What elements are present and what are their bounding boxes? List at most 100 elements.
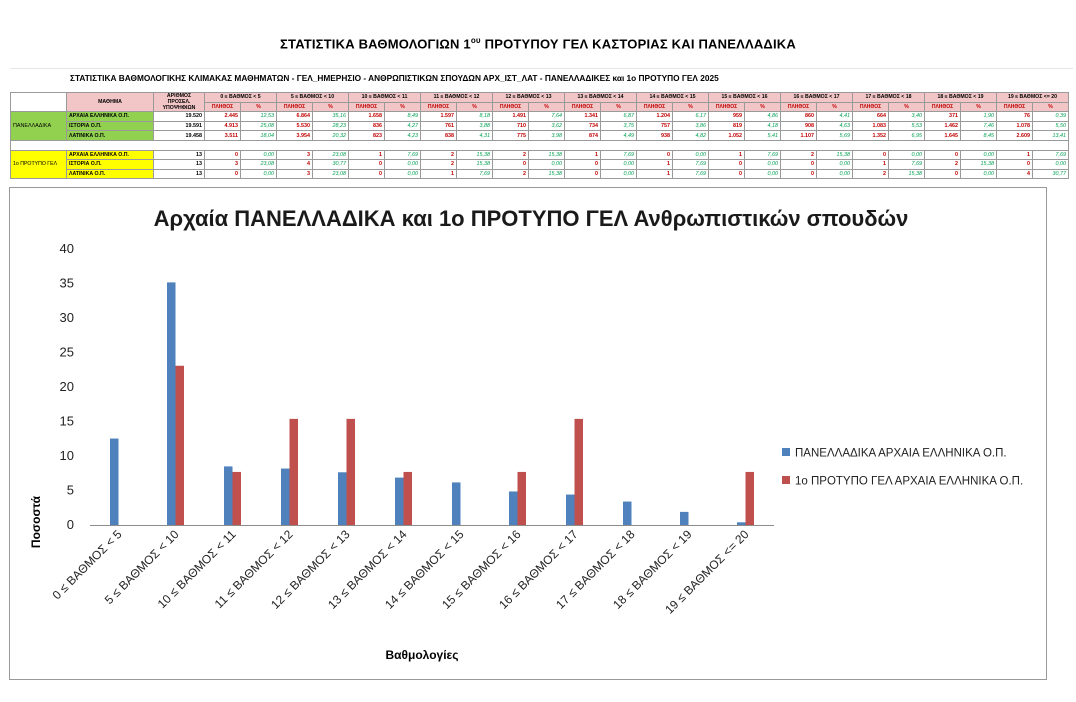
count-cell: 757: [636, 120, 673, 132]
count-cell: 3.954: [276, 130, 313, 141]
percent-cell: 4,41: [816, 111, 853, 122]
count-cell: 0: [996, 159, 1033, 170]
percent-cell: 20,32: [312, 130, 349, 141]
spacer-row: [10, 139, 1069, 151]
header-count: ΠΛΗΘΟΣ: [636, 101, 673, 113]
page-title: ΣΤΑΤΙΣΤΙΚΑ ΒΑΘΜΟΛΟΓΙΩΝ 1ου ΠΡΟΤΥΠΟΥ ΓΕΛ …: [0, 36, 1076, 51]
count-cell: 874: [564, 130, 601, 141]
statistics-sheet: ΣΤΑΤΙΣΤΙΚΑ ΒΑΘΜΟΛΟΓΙΚΗΣ ΚΛΙΜΑΚΑΣ ΜΑΘΗΜΑΤ…: [10, 68, 1073, 185]
percent-cell: 7,69: [672, 168, 709, 180]
count-cell: 1: [636, 168, 673, 180]
candidates-cell: 13: [153, 168, 205, 180]
header-percent: %: [456, 101, 493, 113]
bar: [517, 471, 526, 525]
percent-cell: 7,64: [528, 111, 565, 122]
percent-cell: 15,38: [456, 149, 493, 161]
percent-cell: 0,00: [960, 168, 997, 180]
x-axis-title: Βαθμολογίες: [385, 648, 458, 662]
header-count: ΠΛΗΘΟΣ: [708, 101, 745, 113]
percent-cell: 6,95: [888, 130, 925, 141]
percent-cell: 8,45: [960, 130, 997, 141]
subject-cell: ΑΡΧΑΙΑ ΕΛΛΗΝΙΚΑ Ο.Π.: [66, 111, 154, 122]
count-cell: 1.645: [924, 130, 961, 141]
count-cell: 0: [204, 149, 241, 161]
percent-cell: 23,08: [240, 159, 277, 170]
bar: [737, 522, 746, 525]
percent-cell: 0,00: [384, 159, 421, 170]
header-range: 17 ≤ ΒΑΘΜΟΣ < 18: [852, 92, 925, 103]
percent-cell: 8,18: [456, 111, 493, 122]
bar: [680, 511, 689, 525]
count-cell: 1.107: [780, 130, 817, 141]
count-cell: 0: [348, 159, 385, 170]
percent-cell: 3,75: [600, 120, 637, 132]
bar: [452, 482, 461, 525]
count-cell: 0: [924, 149, 961, 161]
count-cell: 836: [348, 120, 385, 132]
bar: [232, 471, 241, 525]
bar: [338, 472, 347, 525]
percent-cell: 4,23: [384, 130, 421, 141]
count-cell: 1: [996, 149, 1033, 161]
header-range: 12 ≤ ΒΑΘΜΟΣ < 13: [492, 92, 565, 103]
bar: [224, 466, 233, 525]
subject-cell: ΛΑΤΙΝΙΚΑ Ο.Π.: [66, 168, 154, 180]
y-tick-label: 30: [60, 310, 74, 325]
header-percent: %: [1032, 101, 1069, 113]
header-percent: %: [960, 101, 997, 113]
chart-title: Αρχαία ΠΑΝΕΛΛΑΔΙΚΑ και 1ο ΠΡΟΤΥΠΟ ΓΕΛ Αν…: [154, 206, 909, 231]
percent-cell: 1,90: [960, 111, 997, 122]
count-cell: 1.078: [996, 120, 1033, 132]
percent-cell: 4,27: [384, 120, 421, 132]
count-cell: 1: [564, 149, 601, 161]
percent-cell: 28,23: [312, 120, 349, 132]
percent-cell: 6,87: [600, 111, 637, 122]
count-cell: 2: [492, 149, 529, 161]
count-cell: 2: [492, 168, 529, 180]
count-cell: 3: [276, 149, 313, 161]
count-cell: 2: [852, 168, 889, 180]
count-cell: 0: [708, 168, 745, 180]
percent-cell: 15,38: [528, 168, 565, 180]
count-cell: 0: [204, 168, 241, 180]
count-cell: 860: [780, 111, 817, 122]
count-cell: 1.658: [348, 111, 385, 122]
header-candidates: ΑΡΙΘΜΟΣ ΠΡΟΣΕΛ. ΥΠΟΨΗΦΙΩΝ: [153, 91, 205, 113]
table-row: ΛΑΤΙΝΙΚΑ Ο.Π. 19.458 3.511 18,04 3.954 20,32 8…: [11, 130, 1069, 141]
count-cell: 6.864: [276, 111, 313, 122]
table-row: ΠΑΝΕΛΛΑΔΙΚΑ ΑΡΧΑΙΑ ΕΛΛΗΝΙΚΑ Ο.Π. 19.520 2.4…: [10, 111, 1069, 141]
percent-cell: 3,40: [888, 111, 925, 122]
bar: [566, 494, 575, 525]
count-cell: 959: [708, 111, 745, 122]
bar: [745, 471, 754, 525]
count-cell: 0: [564, 168, 601, 180]
header-subject: ΜΑΘΗΜΑ: [66, 91, 154, 113]
header-percent: %: [240, 101, 277, 113]
group-label: ΠΑΝΕΛΛΑΔΙΚΑ: [10, 111, 67, 141]
percent-cell: 15,38: [888, 168, 925, 180]
count-cell: 838: [420, 130, 457, 141]
count-cell: 371: [924, 111, 961, 122]
bar: [289, 418, 298, 525]
header-percent: %: [888, 101, 925, 113]
y-tick-label: 15: [60, 414, 74, 429]
header-count: ΠΛΗΘΟΣ: [564, 101, 601, 113]
bar: [403, 471, 412, 525]
header-count: ΠΛΗΘΟΣ: [996, 101, 1033, 113]
percent-cell: 0,00: [960, 149, 997, 161]
header-percent: %: [816, 101, 853, 113]
bar: [281, 468, 290, 525]
candidates-cell: 13: [153, 159, 205, 170]
bar: [395, 477, 404, 525]
percent-cell: 4,31: [456, 130, 493, 141]
percent-cell: 15,38: [456, 159, 493, 170]
count-cell: 0: [780, 159, 817, 170]
header-count: ΠΛΗΘΟΣ: [276, 101, 313, 113]
bar: [346, 418, 355, 525]
count-cell: 734: [564, 120, 601, 132]
percent-cell: 0,00: [816, 168, 853, 180]
percent-cell: 3,98: [528, 130, 565, 141]
header-range: 0 ≤ ΒΑΘΜΟΣ < 5: [204, 92, 277, 103]
count-cell: 1.491: [492, 111, 529, 122]
count-cell: 3: [204, 159, 241, 170]
